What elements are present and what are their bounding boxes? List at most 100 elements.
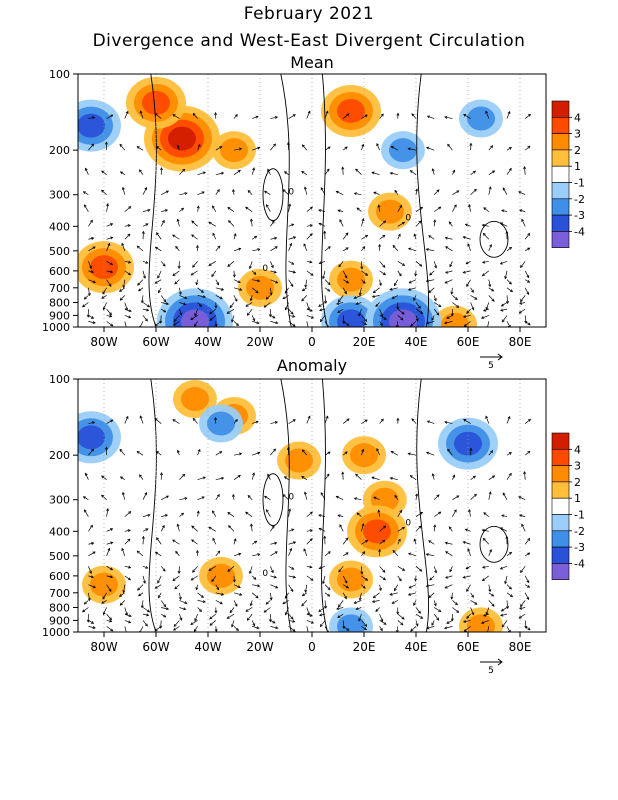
vector-arrow — [409, 584, 417, 589]
vector-arrow — [231, 315, 235, 322]
x-tick-label: 80E — [509, 640, 532, 654]
vector-arrowhead — [355, 302, 359, 306]
vector-arrow — [123, 584, 126, 593]
colorbar-label: -4 — [574, 225, 585, 238]
vector-arrowhead — [426, 626, 430, 630]
vector-arrowhead — [301, 476, 305, 479]
vector-arrowhead — [452, 169, 456, 173]
vector-arrow — [518, 613, 526, 619]
vector-arrow — [179, 302, 186, 305]
vector-arrowhead — [488, 284, 492, 288]
vector-arrowhead — [109, 262, 114, 266]
vector-arrow — [371, 477, 380, 481]
vector-arrow — [500, 527, 508, 532]
vector-arrowhead — [506, 605, 510, 610]
vector-arrow — [342, 287, 347, 294]
vector-arrow — [288, 315, 295, 318]
vector-arrowhead — [324, 300, 328, 304]
vector-arrow — [306, 111, 311, 119]
vector-arrow — [379, 113, 384, 119]
vector-arrowhead — [371, 171, 375, 175]
vector-arrowhead — [363, 627, 367, 631]
vector-arrow — [343, 584, 349, 589]
vector-arrowhead — [482, 260, 486, 264]
vector-arrow — [408, 248, 417, 252]
vector-arrow — [142, 613, 149, 616]
vector-arrow — [359, 287, 362, 296]
vector-arrowhead — [245, 206, 249, 210]
vector-arrow — [288, 261, 294, 265]
vector-arrowhead — [309, 206, 313, 210]
vector-arrow — [270, 143, 276, 151]
vector-arrow — [483, 233, 490, 240]
vector-arrow — [250, 600, 253, 606]
vector-arrow — [194, 309, 198, 316]
vector-arrow — [415, 511, 423, 517]
vector-arrowhead — [371, 294, 376, 298]
colorbar-label: -1 — [574, 177, 585, 190]
vector-arrow — [379, 614, 383, 622]
vector-arrow — [506, 552, 512, 557]
vector-arrowhead — [194, 618, 198, 622]
vector-arrow — [197, 205, 199, 212]
vector-arrowhead — [174, 586, 178, 590]
vector-arrowhead — [448, 221, 452, 225]
vector-arrow — [519, 607, 526, 610]
vector-arrowhead — [245, 511, 249, 515]
vector-arrowhead — [154, 280, 158, 284]
vector-arrowhead — [164, 514, 169, 518]
vector-arrowhead — [108, 283, 112, 287]
vector-arrow — [488, 145, 493, 151]
vector-arrow — [179, 614, 182, 621]
vector-arrowhead — [434, 265, 438, 269]
vector-arrowhead — [249, 218, 253, 222]
vector-arrowhead — [137, 587, 141, 591]
vector-arrowhead — [141, 535, 145, 539]
vector-arrow — [447, 449, 453, 456]
vector-arrow — [488, 287, 494, 292]
vector-arrow — [470, 600, 478, 605]
y-tick-label: 100 — [49, 373, 70, 386]
vector-arrowhead — [382, 539, 386, 543]
vector-arrow — [88, 287, 90, 296]
vector-arrowhead — [192, 569, 196, 573]
vector-arrow — [449, 261, 453, 267]
vector-arrowhead — [91, 116, 96, 120]
vector-arrowhead — [453, 204, 457, 208]
vector-arrow — [470, 475, 476, 480]
contour-line — [479, 525, 509, 563]
vector-arrowhead — [220, 592, 225, 596]
vector-arrowhead — [469, 142, 473, 146]
y-tick-label: 800 — [49, 296, 70, 309]
vector-arrowhead — [263, 609, 267, 613]
vector-arrow — [483, 207, 490, 212]
vector-arrow — [444, 421, 453, 424]
vector-arrowhead — [339, 219, 343, 223]
vector-arrowhead — [401, 616, 405, 620]
vector-arrow — [172, 539, 180, 545]
vector-arrow — [179, 207, 184, 212]
vector-arrowhead — [121, 547, 125, 551]
vector-arrow — [376, 448, 380, 456]
vector-arrow — [361, 144, 364, 151]
vector-arrow — [524, 287, 529, 295]
vector-arrow — [415, 270, 417, 276]
vector-arrow — [191, 539, 198, 545]
vector-arrowhead — [161, 524, 165, 529]
vector-arrowhead — [376, 448, 380, 452]
vector-arrow — [379, 235, 386, 240]
vector-arrowhead — [197, 143, 201, 148]
vector-arrow — [160, 220, 165, 227]
vector-arrow — [288, 613, 294, 620]
vector-arrowhead — [507, 110, 511, 115]
vector-arrowhead — [346, 322, 350, 326]
vector-arrow — [124, 224, 131, 227]
vector-arrowhead — [208, 263, 212, 266]
vector-arrow — [410, 626, 417, 632]
vector-arrowhead — [467, 243, 471, 247]
vector-arrowhead — [214, 610, 218, 614]
vector-arrow — [392, 550, 399, 557]
vector-arrowhead — [269, 597, 273, 601]
vector-arrowhead — [156, 537, 159, 541]
vector-arrow — [463, 315, 471, 318]
